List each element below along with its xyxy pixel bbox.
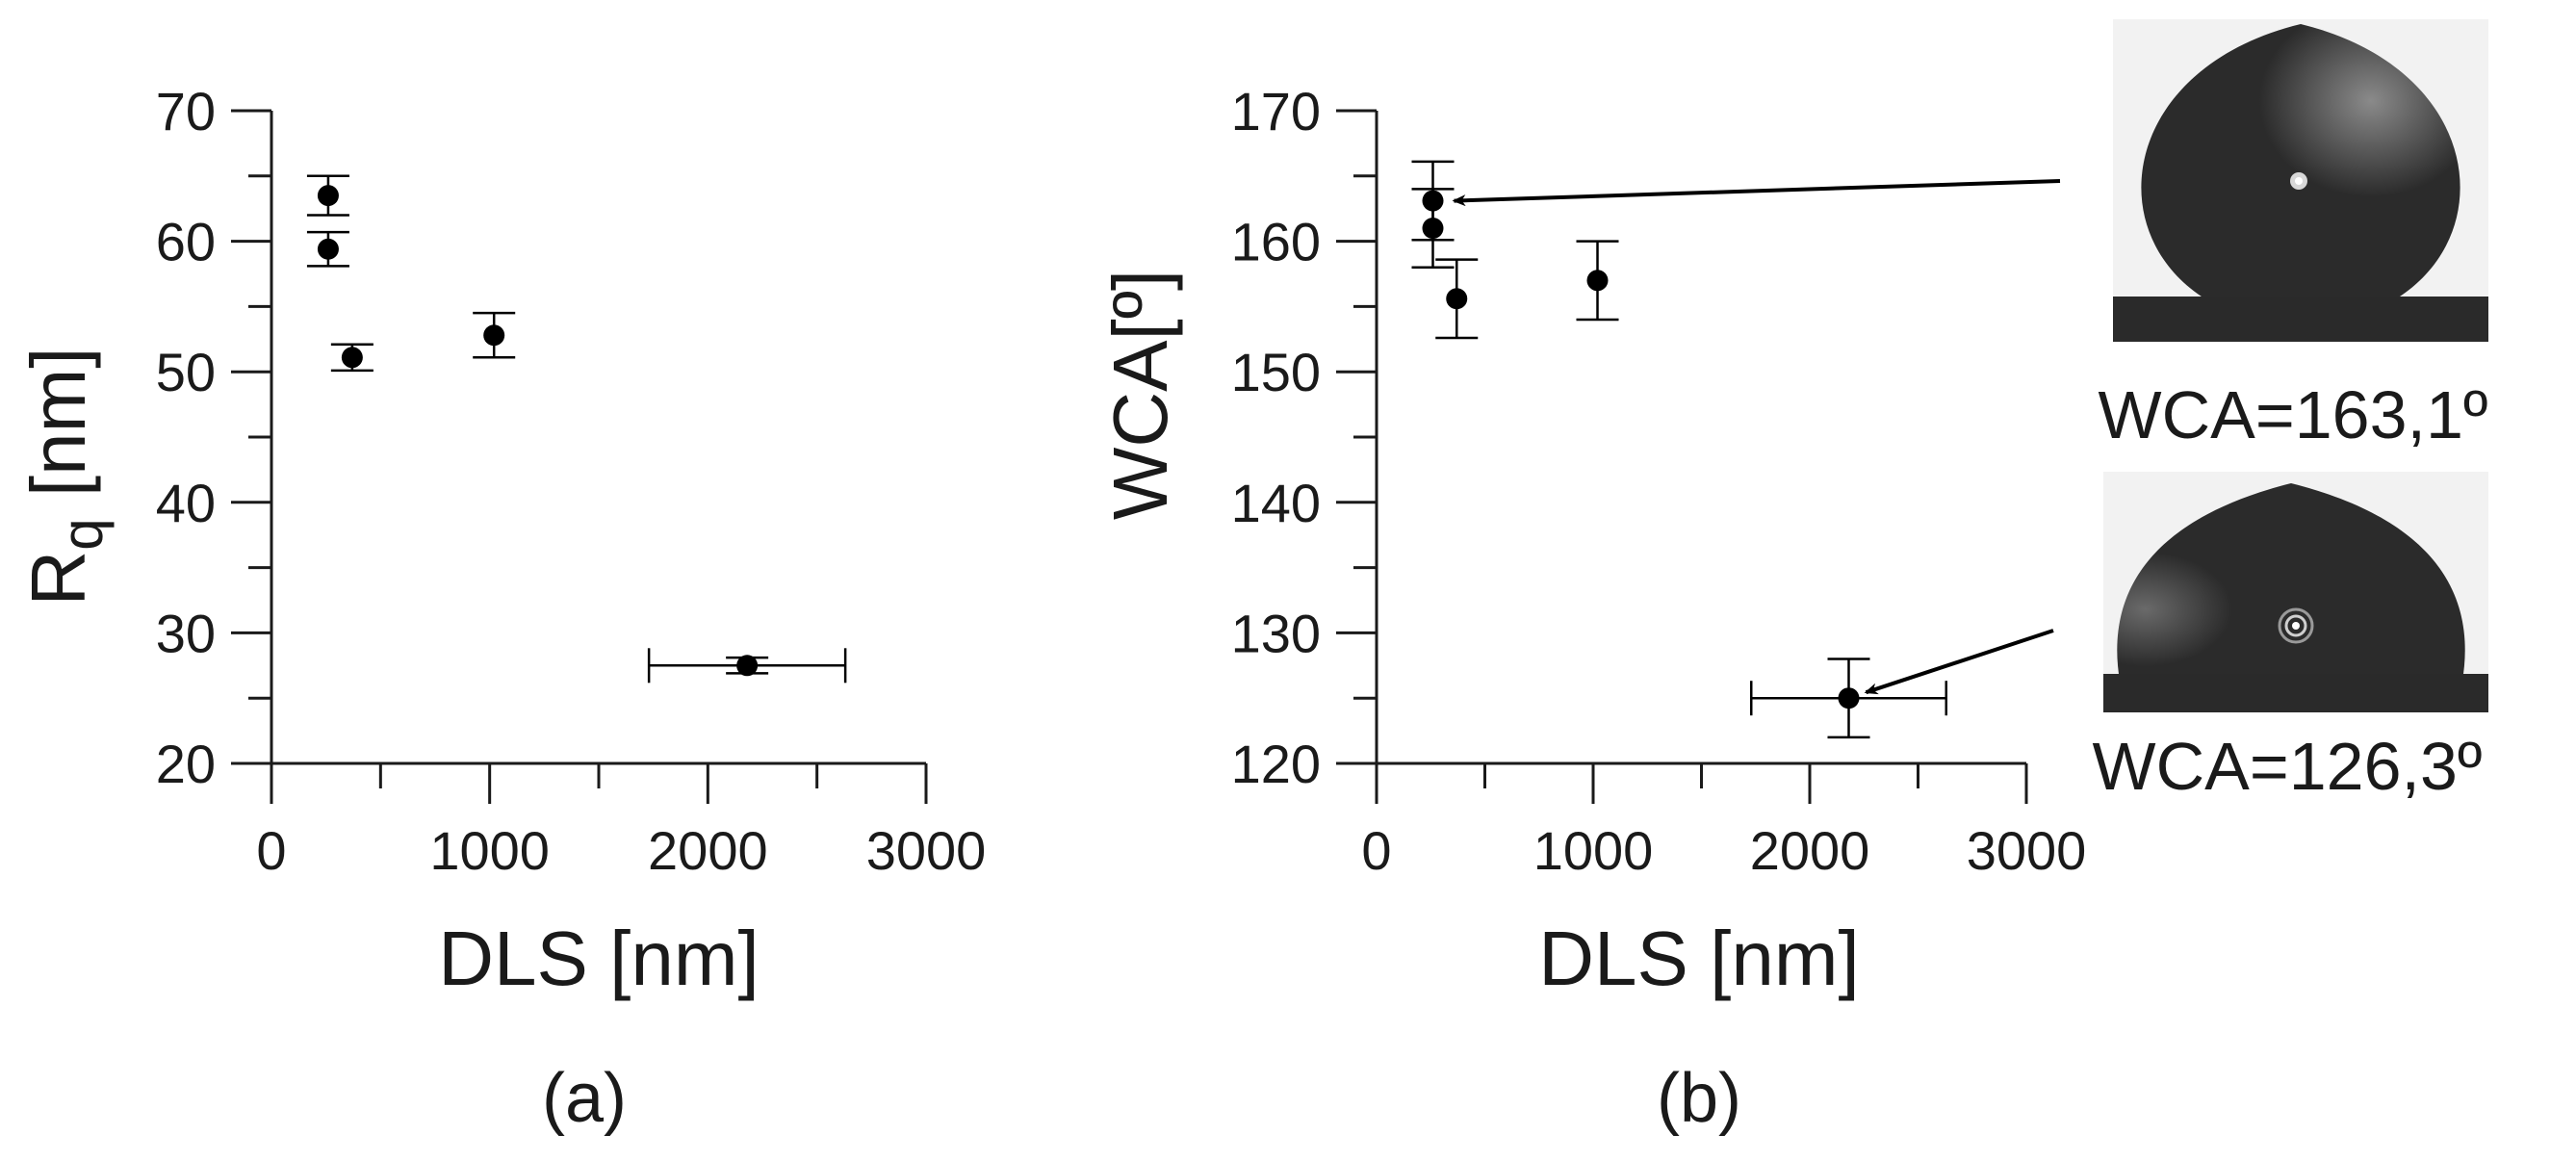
panel-a-y-tick-label: 50 bbox=[156, 342, 216, 402]
droplet-caption-low-wca: WCA=126,3º bbox=[2093, 729, 2483, 804]
droplet-image-low-wca bbox=[2103, 472, 2488, 712]
panel-b-x-tick-label: 2000 bbox=[1750, 820, 1870, 881]
panel-a-panel-label: (a) bbox=[542, 1060, 627, 1137]
droplet-image-high-wca bbox=[2113, 19, 2488, 342]
panel-b-marker bbox=[1422, 218, 1444, 240]
panel-b-marker bbox=[1586, 270, 1609, 292]
panel-a-y-tick-label: 60 bbox=[156, 212, 216, 272]
panel-b-data-point bbox=[1576, 240, 1619, 322]
panel-a-rq-chart: 20 30 40 50 60 70 0 1000 2000 3000 Rq [nm] DLS [n… bbox=[15, 81, 986, 1137]
panel-b-data-point bbox=[1411, 188, 1455, 269]
panel-a-marker bbox=[317, 185, 339, 207]
panel-b-x-tick-label: 1000 bbox=[1533, 820, 1654, 881]
panel-a-axes: 20 30 40 50 60 70 0 1000 2000 3000 bbox=[156, 81, 987, 881]
panel-a-data-point bbox=[306, 230, 349, 268]
panel-b-axes: 120 130 140 150 160 170 0 1000 2000 3000 bbox=[1231, 81, 2087, 881]
panel-a-data-point bbox=[473, 311, 516, 359]
panel-b-y-tick-label: 170 bbox=[1231, 81, 1321, 142]
panel-a-y-tick-label: 70 bbox=[156, 81, 216, 142]
panel-b-x-tick-label: 3000 bbox=[1967, 820, 2087, 881]
panel-b-marker bbox=[1838, 687, 1860, 710]
panel-a-y-tick-label: 20 bbox=[156, 734, 216, 794]
panel-a-y-tick-label: 40 bbox=[156, 473, 216, 533]
panel-a-data-points bbox=[306, 174, 847, 684]
panel-a-marker bbox=[317, 238, 339, 260]
panel-b-marker bbox=[1446, 288, 1468, 310]
panel-b-y-tick-label: 140 bbox=[1231, 473, 1321, 533]
panel-a-marker bbox=[736, 655, 759, 677]
panel-a-x-axis-title: DLS [nm] bbox=[438, 916, 759, 1001]
panel-a-marker bbox=[341, 347, 363, 369]
panel-b-panel-label: (b) bbox=[1657, 1060, 1741, 1137]
panel-a-x-tick-label: 3000 bbox=[866, 820, 987, 881]
panel-b-x-tick-label: 0 bbox=[1361, 820, 1391, 881]
annotation-arrow-high-wca bbox=[1452, 179, 2061, 207]
panel-b-y-axis-title: WCA[º] bbox=[1097, 270, 1183, 520]
panel-a-y-axis-title: Rq [nm] bbox=[15, 348, 115, 606]
panel-b-data-point bbox=[1435, 258, 1479, 340]
panel-b-y-tick-label: 130 bbox=[1231, 603, 1321, 663]
panel-a-marker bbox=[483, 324, 505, 347]
panel-b-x-axis-title: DLS [nm] bbox=[1538, 916, 1859, 1001]
panel-a-y-tick-label: 30 bbox=[156, 603, 216, 663]
panel-b-y-tick-label: 150 bbox=[1231, 342, 1321, 402]
panel-a-x-tick-label: 1000 bbox=[429, 820, 550, 881]
panel-b-y-tick-label: 160 bbox=[1231, 212, 1321, 272]
panel-b-data-point bbox=[1750, 658, 1947, 739]
panel-a-x-tick-label: 2000 bbox=[648, 820, 768, 881]
panel-a-data-point bbox=[330, 343, 374, 373]
panel-b-y-tick-label: 120 bbox=[1231, 734, 1321, 794]
panel-a-data-point bbox=[647, 648, 847, 684]
panel-b-data-points bbox=[1411, 160, 1947, 739]
annotation-arrow-low-wca bbox=[1864, 629, 2054, 695]
panel-a-x-tick-label: 0 bbox=[256, 820, 286, 881]
panel-a-data-point bbox=[306, 174, 349, 217]
panel-b-wca-chart: 120 130 140 150 160 170 0 1000 2000 3000 WCA[º] D… bbox=[1097, 81, 2086, 1137]
droplet-caption-high-wca: WCA=163,1º bbox=[2099, 377, 2488, 452]
